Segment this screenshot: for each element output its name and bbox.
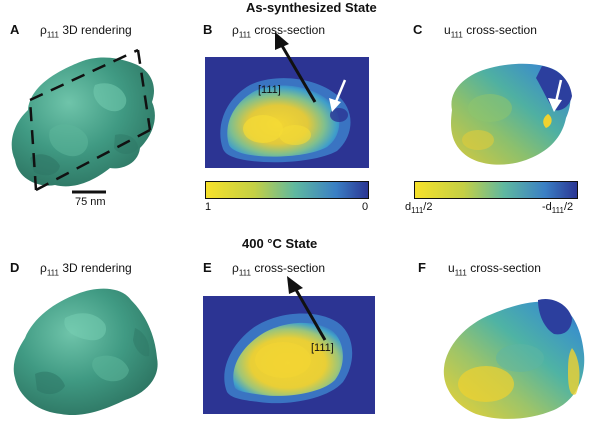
scale-bar-label: 75 nm (75, 196, 106, 208)
panel-label-d: D (10, 260, 20, 275)
panel-title-a-sub: 111 (46, 30, 59, 40)
displacement-map-c (451, 63, 572, 165)
panel-label-a: A (10, 22, 20, 37)
panel-label-e: E (203, 260, 212, 275)
colorbar-c-max-sym: -d (542, 201, 552, 213)
panel-title-b-symbol: ρ (232, 23, 239, 37)
panel-title-f-symbol: u (448, 261, 455, 275)
direction-arrow-b (275, 32, 347, 112)
crystal-body-d (13, 288, 158, 416)
panel-title-b-desc: cross-section (254, 23, 326, 37)
colorbar-c-min-rest: /2 (423, 201, 433, 213)
panel-title-d-symbol: ρ (40, 261, 47, 275)
displacement-map-f (443, 298, 585, 419)
panel-label-b: B (203, 22, 213, 37)
colorbar-c-max-label: -d111/2 (542, 201, 573, 215)
colorbar-c-max-rest: /2 (563, 201, 574, 213)
direction-label-e: [111] (311, 342, 334, 354)
colorbar-c-min-sym: d (405, 201, 412, 213)
direction-label-b: [111] (258, 84, 281, 96)
panel-title-e: ρ111 cross-section (232, 261, 325, 277)
panel-title-a-symbol: ρ (40, 23, 47, 37)
colorbar-b (205, 181, 369, 199)
panel-title-e-desc: cross-section (254, 261, 326, 275)
panel-title-e-sub: 111 (238, 268, 251, 278)
crystal-rendering-a (11, 48, 155, 194)
panel-title-c-desc: cross-section (466, 23, 537, 37)
panel-title-b-sub: 111 (238, 30, 251, 40)
panel-title-b: ρ111 cross-section (232, 23, 325, 39)
panel-title-d-desc: 3D rendering (62, 261, 132, 275)
row-title-400c: 400 °C State (242, 236, 318, 251)
colorbar-c-max-sub: 111 (551, 206, 564, 216)
panel-title-c-sub: 111 (450, 30, 463, 40)
panel-title-e-symbol: ρ (232, 261, 239, 275)
panel-label-c: C (413, 22, 423, 37)
panel-label-f: F (418, 260, 426, 275)
colorbar-c (414, 181, 578, 199)
panel-title-a: ρ111 3D rendering (40, 23, 132, 39)
colorbar-c-min-sub: 111 (411, 206, 424, 216)
colorbar-c-min-label: d111/2 (405, 201, 432, 215)
colorbar-b-min-label: 1 (205, 201, 212, 213)
panel-title-f-desc: cross-section (470, 261, 541, 275)
panel-title-d: ρ111 3D rendering (40, 261, 132, 277)
panel-title-a-desc: 3D rendering (62, 23, 132, 37)
colorbar-b-max-label: 0 (362, 201, 369, 213)
panel-title-c: u111 cross-section (444, 23, 537, 39)
panel-title-d-sub: 111 (46, 268, 59, 278)
row-title-as-synthesized: As-synthesized State (246, 0, 377, 15)
crystal-rendering-d (13, 288, 158, 416)
panel-title-c-symbol: u (444, 23, 451, 37)
direction-arrow-e (287, 276, 327, 341)
panel-title-f-sub: 111 (454, 268, 467, 278)
density-map-b (205, 57, 369, 168)
panel-title-f: u111 cross-section (448, 261, 541, 277)
density-map-e (203, 296, 375, 414)
